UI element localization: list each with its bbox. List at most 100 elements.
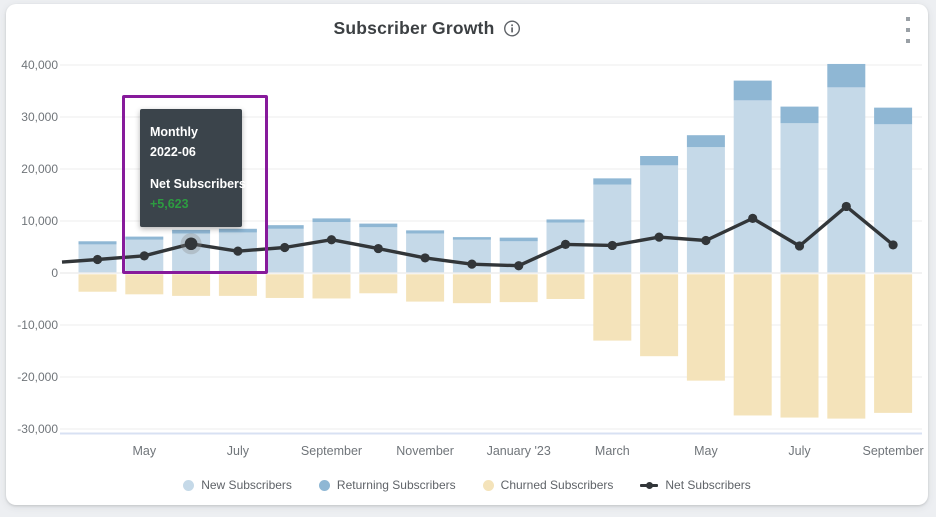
bar-new-2022-09[interactable] — [312, 222, 351, 273]
legend-line-dot-marker-icon — [640, 480, 659, 491]
bar-new-2023-06[interactable] — [733, 100, 772, 273]
legend-label: New Subscribers — [201, 478, 292, 492]
net-point-2022-12[interactable] — [467, 259, 477, 269]
chart-title: Subscriber Growth — [333, 18, 495, 38]
bar-returning-2023-05[interactable] — [686, 135, 725, 148]
bar-churned-2023-01[interactable] — [499, 274, 538, 303]
net-point-2022-11[interactable] — [420, 253, 430, 263]
bar-churned-2022-08[interactable] — [265, 274, 304, 298]
y-axis-tick-label: 30,000 — [21, 110, 58, 124]
bar-churned-2022-05[interactable] — [125, 274, 164, 295]
y-axis-tick-label: -30,000 — [17, 422, 58, 436]
bar-churned-2023-03[interactable] — [593, 274, 632, 341]
bar-churned-2023-02[interactable] — [546, 274, 585, 299]
legend-label: Churned Subscribers — [500, 478, 614, 492]
net-point-2023-07[interactable] — [794, 241, 805, 251]
bar-returning-2022-08[interactable] — [265, 225, 304, 229]
bar-returning-2023-06[interactable] — [733, 80, 772, 101]
bar-churned-2022-06[interactable] — [172, 274, 211, 296]
legend-label: Net Subscribers — [665, 478, 751, 492]
bar-churned-2023-05[interactable] — [686, 274, 725, 381]
y-axis-tick-label: 10,000 — [21, 214, 58, 228]
bar-returning-2022-12[interactable] — [452, 237, 491, 240]
info-icon[interactable] — [503, 20, 520, 37]
net-point-2023-05[interactable] — [701, 235, 711, 246]
x-axis-tick-label: March — [595, 444, 630, 458]
bar-new-2022-11[interactable] — [406, 233, 445, 273]
x-axis-tick-label: January '23 — [487, 444, 551, 458]
bar-returning-2022-07[interactable] — [218, 228, 257, 233]
x-axis-tick-label: May — [694, 444, 718, 458]
bar-churned-2022-11[interactable] — [406, 274, 445, 302]
legend-label: Returning Subscribers — [336, 478, 456, 492]
bar-new-2023-08[interactable] — [827, 87, 866, 273]
bar-returning-2022-10[interactable] — [359, 223, 398, 228]
net-point-2022-05[interactable] — [139, 251, 149, 261]
x-axis-tick-label: May — [132, 444, 156, 458]
net-point-2022-10[interactable] — [373, 243, 383, 254]
bar-churned-2023-07[interactable] — [780, 274, 819, 418]
net-point-2022-08[interactable] — [280, 242, 290, 253]
bar-churned-2022-07[interactable] — [218, 274, 257, 296]
bar-returning-2022-09[interactable] — [312, 218, 351, 223]
net-point-2023-03[interactable] — [607, 240, 617, 251]
bar-churned-2023-08[interactable] — [827, 274, 866, 419]
bar-churned-2022-12[interactable] — [452, 274, 491, 304]
bar-churned-2022-09[interactable] — [312, 274, 351, 299]
x-axis-tick-label: July — [227, 444, 250, 458]
net-point-2023-08[interactable] — [841, 201, 851, 212]
net-point-2023-06[interactable] — [748, 213, 758, 223]
bar-returning-2023-07[interactable] — [780, 106, 819, 124]
x-axis-tick-label: September — [863, 444, 924, 458]
x-axis-tick-label: July — [788, 444, 811, 458]
bar-new-2023-03[interactable] — [593, 184, 632, 273]
bar-churned-2023-06[interactable] — [733, 274, 772, 416]
x-axis-tick-label: November — [396, 444, 454, 458]
tooltip-value: +5,623 — [150, 197, 189, 211]
legend-item-churned-subscribers[interactable]: Churned Subscribers — [482, 478, 614, 492]
tooltip-series-label: Net Subscribers — [150, 177, 246, 191]
bar-churned-2023-04[interactable] — [640, 274, 679, 357]
y-axis-tick-label: -10,000 — [17, 318, 58, 332]
kebab-menu-button[interactable] — [902, 17, 914, 43]
y-axis-tick-label: -20,000 — [17, 370, 58, 384]
net-point-2023-02[interactable] — [560, 239, 571, 249]
bar-returning-2022-06[interactable] — [172, 229, 211, 234]
bar-new-2023-09[interactable] — [874, 124, 913, 273]
bar-churned-2022-04[interactable] — [78, 274, 117, 292]
legend-item-net-subscribers[interactable]: Net Subscribers — [640, 478, 751, 492]
net-point-2022-04[interactable] — [92, 254, 103, 265]
bar-returning-2022-11[interactable] — [406, 230, 445, 234]
net-point-2022-07[interactable] — [233, 246, 243, 256]
bar-returning-2023-01[interactable] — [499, 237, 538, 242]
net-point-2022-09[interactable] — [326, 235, 337, 245]
title-group: Subscriber Growth — [334, 18, 521, 39]
bar-returning-2023-03[interactable] — [593, 178, 632, 185]
bar-returning-2023-08[interactable] — [827, 63, 866, 88]
legend-item-new-subscribers[interactable]: New Subscribers — [183, 478, 292, 492]
net-point-2022-06[interactable] — [184, 237, 198, 251]
bar-new-2023-05[interactable] — [686, 147, 725, 273]
y-axis-tick-label: 0 — [51, 266, 58, 280]
legend-circle-marker-icon — [318, 479, 330, 491]
subscriber-growth-chart: 40,000 30,000 20,000 10,000 0 -10,000 -20,000 -… — [17, 58, 924, 458]
chart-header: Subscriber Growth — [6, 4, 928, 52]
bar-returning-2023-09[interactable] — [874, 107, 913, 125]
chart-legend: New Subscribers Returning Subscribers Chur… — [6, 475, 928, 495]
net-point-2023-09[interactable] — [888, 240, 898, 250]
chart-card: Subscriber Growth 40,000 30,000 20,000 10,0… — [6, 4, 928, 505]
net-point-2023-04[interactable] — [654, 232, 664, 242]
legend-circle-marker-icon — [482, 479, 494, 491]
net-point-2023-01[interactable] — [514, 261, 524, 271]
bar-returning-2022-05[interactable] — [125, 236, 164, 240]
tooltip-period-label: Monthly — [150, 125, 198, 139]
bar-churned-2022-10[interactable] — [359, 274, 398, 294]
legend-item-returning-subscribers[interactable]: Returning Subscribers — [318, 478, 456, 492]
bar-returning-2023-02[interactable] — [546, 219, 585, 223]
bar-new-2023-04[interactable] — [640, 165, 679, 273]
bar-returning-2023-04[interactable] — [640, 156, 679, 166]
tooltip-period-value: 2022-06 — [150, 145, 196, 159]
bar-returning-2022-04[interactable] — [78, 241, 117, 245]
y-axis-tick-label: 40,000 — [21, 58, 58, 72]
bar-churned-2023-09[interactable] — [874, 274, 913, 413]
